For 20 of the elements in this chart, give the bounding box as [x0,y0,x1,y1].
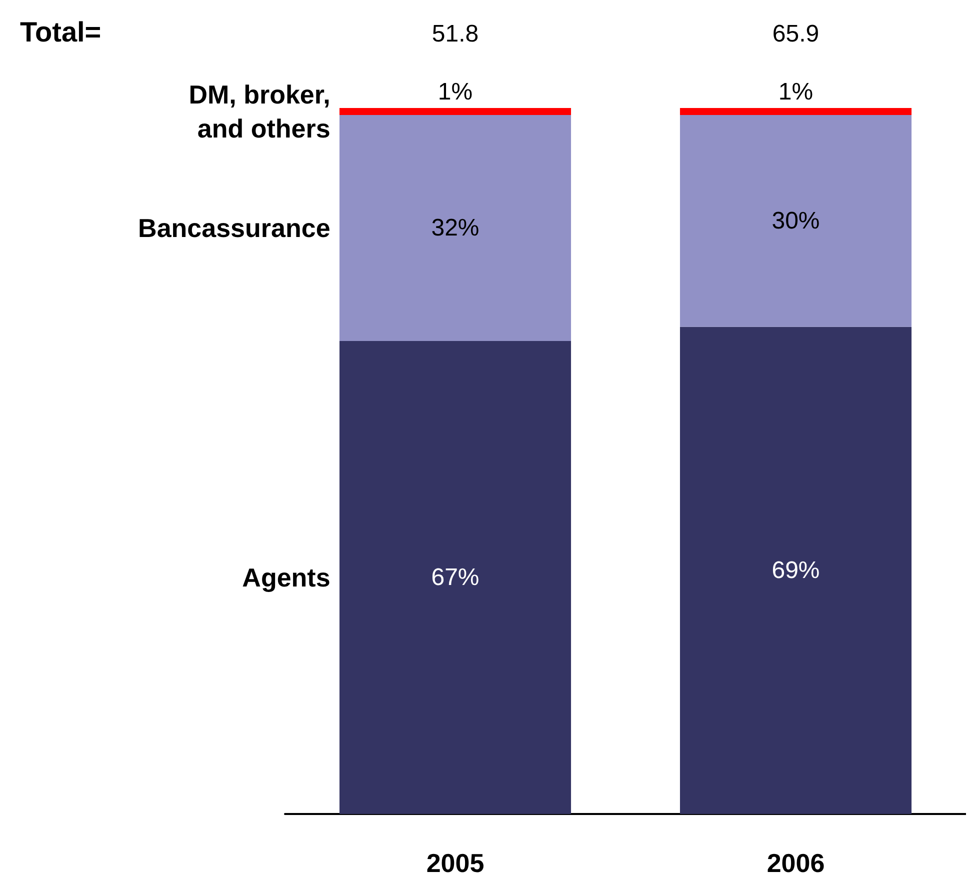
bar [680,115,912,327]
bar [680,108,912,116]
data-label: 69% [772,556,820,584]
data-label: 32% [431,214,480,242]
series-label: Bancassurance [138,213,330,244]
x-tick-label: 2006 [766,848,825,878]
text: 51.8 [432,20,479,48]
bar [339,340,572,814]
data-label: 30% [772,207,820,234]
bar [339,108,572,116]
bar [680,326,912,814]
data-label: 1% [438,78,473,106]
bar [339,115,572,341]
text: 65.9 [772,20,820,48]
data-label: 1% [778,78,814,106]
text: Total= [20,16,102,48]
data-label: 67% [431,564,480,591]
x-tick-label: 2005 [426,848,484,878]
series-label: Agents [242,562,330,592]
series-label: DM, broker, and others [188,80,330,144]
